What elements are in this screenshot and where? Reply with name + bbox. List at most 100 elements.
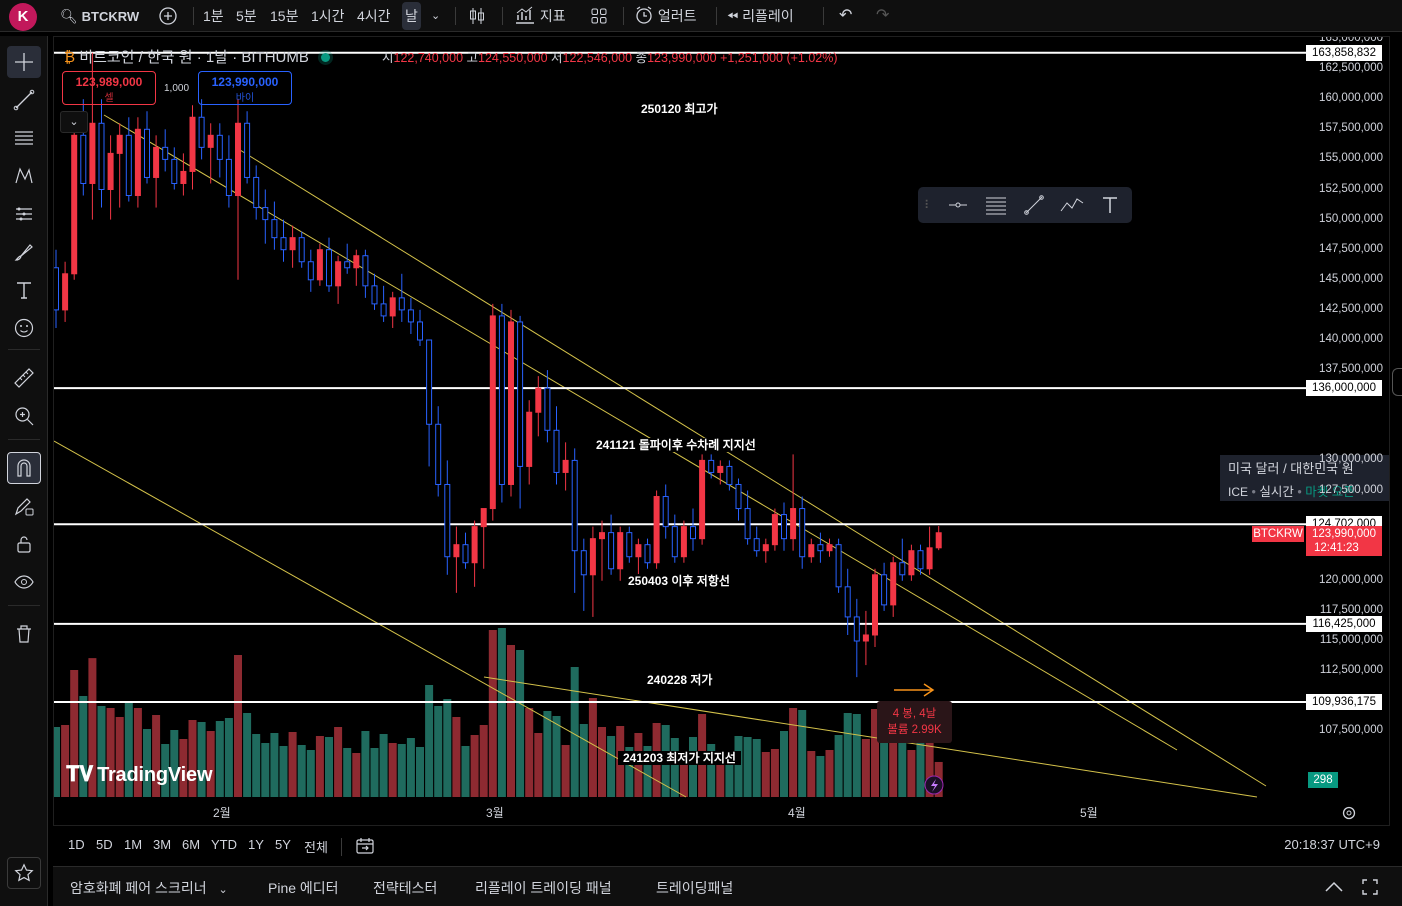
ruler-icon[interactable]: [7, 362, 41, 394]
tab-crypto-screener[interactable]: 암호화폐 페어 스크리너 ⌄: [70, 880, 228, 896]
emoji-icon[interactable]: [7, 312, 41, 344]
tab-trading-panel[interactable]: 트레이딩패널: [656, 880, 734, 896]
tab-pine-editor[interactable]: Pine 에디터: [268, 880, 339, 896]
path-tool-icon[interactable]: [1053, 190, 1091, 220]
range-1d[interactable]: 1D: [68, 837, 85, 852]
volume-bar: [625, 747, 634, 797]
volume-bar: [79, 696, 88, 797]
maximize-panel-icon[interactable]: [1361, 878, 1379, 901]
candle-body: [635, 544, 642, 558]
range-1y[interactable]: 1Y: [248, 837, 264, 852]
trash-icon[interactable]: [7, 618, 41, 650]
brush-icon[interactable]: [7, 236, 41, 268]
candle-body: [134, 128, 141, 197]
range-5d[interactable]: 5D: [96, 837, 113, 852]
range-3m[interactable]: 3M: [153, 837, 172, 852]
collapse-legend-chevron-icon[interactable]: ⌄: [60, 111, 88, 133]
price-axis[interactable]: 167,500,000165,000,000162,500,000160,000…: [1252, 37, 1389, 795]
candle-body: [935, 532, 942, 549]
timeframe-1m[interactable]: 1분: [203, 8, 224, 24]
crosshair-icon[interactable]: [7, 46, 41, 78]
volume-bar: [288, 732, 297, 797]
hline-label-lowest[interactable]: 241203 최저가 지지선: [618, 751, 741, 765]
timeframe-15m[interactable]: 15분: [270, 8, 299, 24]
redo-icon[interactable]: ↷: [876, 7, 890, 24]
fib-tool-icon[interactable]: [977, 190, 1015, 220]
text-icon[interactable]: [7, 274, 41, 306]
undo-icon[interactable]: ↶: [839, 7, 853, 24]
trend-line-icon[interactable]: [7, 84, 41, 116]
prediction-icon[interactable]: [7, 198, 41, 230]
sell-button[interactable]: 123,989,000 셀: [62, 71, 156, 105]
range-5y[interactable]: 5Y: [275, 837, 291, 852]
candle-body: [744, 508, 751, 540]
candle-body: [216, 134, 223, 160]
candle-body: [335, 261, 342, 287]
hline-label-ath[interactable]: 250120 최고가: [636, 102, 723, 116]
chart-canvas[interactable]: [54, 37, 1390, 826]
candle-body: [926, 547, 933, 570]
tab-strategy-tester[interactable]: 전략테스터: [373, 880, 438, 896]
candle-style-button[interactable]: [467, 0, 487, 32]
range-all[interactable]: 전체: [304, 840, 328, 855]
settings-gear-icon[interactable]: [1341, 805, 1357, 825]
timeframe-1d-active[interactable]: 날: [402, 2, 421, 30]
candle-body: [790, 508, 797, 540]
tab-replay-trading-panel[interactable]: 리플레이 트레이딩 패널: [475, 880, 612, 896]
timezone-clock[interactable]: 20:18:37 UTC+9: [1284, 837, 1380, 852]
candle-body: [799, 508, 806, 558]
replay-button[interactable]: ⏪︎ 리플레이: [727, 8, 794, 24]
eye-icon[interactable]: [7, 566, 41, 598]
range-6m[interactable]: 6M: [182, 837, 201, 852]
timeframe-5m[interactable]: 5분: [236, 8, 257, 24]
candle-body: [781, 514, 787, 540]
range-1m[interactable]: 1M: [124, 837, 143, 852]
user-avatar[interactable]: K: [9, 3, 37, 31]
collapse-panel-chevron-up-icon[interactable]: [1323, 879, 1345, 900]
tradingview-logo[interactable]: 𝐓𝐕 TradingView: [66, 763, 213, 786]
pattern-icon[interactable]: [7, 160, 41, 192]
drag-handle-icon[interactable]: ⠇: [924, 198, 933, 212]
candle-body: [371, 285, 378, 305]
time-label-feb: 2월: [213, 806, 231, 820]
bitcoin-icon: ₿: [64, 49, 76, 66]
hline-label-low[interactable]: 240228 저가: [642, 673, 718, 687]
volume-bar: [97, 706, 106, 797]
right-panel-toggle-handle[interactable]: [1392, 368, 1402, 396]
templates-button[interactable]: [590, 0, 608, 32]
timeframe-dropdown-chevron-icon[interactable]: ⌄: [431, 10, 441, 22]
calendar-goto-icon[interactable]: [355, 836, 375, 861]
zoom-in-icon[interactable]: [7, 400, 41, 432]
volume-bar: [234, 655, 242, 797]
volume-bar: [598, 727, 606, 797]
indicators-button[interactable]: 지표: [514, 0, 566, 32]
timeframe-4h[interactable]: 4시간: [357, 8, 391, 24]
compare-add-button[interactable]: [158, 0, 178, 32]
alert-button[interactable]: 얼러트: [634, 0, 697, 32]
buy-button[interactable]: 123,990,000 바이: [198, 71, 292, 105]
volume-bar: [88, 658, 97, 797]
horizontal-line-tool-icon[interactable]: [939, 190, 977, 220]
hline-label-resistance[interactable]: 250403 이후 저항선: [623, 574, 735, 588]
candle-body: [125, 134, 132, 197]
price-chart[interactable]: ₿ 비트코인 / 한국 원 · 1날 · BITHUMB 시122,740,00…: [53, 36, 1390, 826]
volume-bar: [488, 630, 497, 797]
volume-bar: [261, 743, 270, 797]
candle-body: [726, 465, 733, 485]
fib-retracement-icon[interactable]: [7, 122, 41, 154]
lock-icon[interactable]: [7, 528, 41, 560]
timeframe-1h[interactable]: 1시간: [311, 8, 345, 24]
hline-label-support[interactable]: 241121 돌파이후 수차례 지지선: [591, 438, 761, 452]
text-tool-icon[interactable]: [1091, 190, 1129, 220]
symbol-info-popup[interactable]: 미국 달러 / 대한민국 원 ICE • 실시간 • 마켓 오픈: [1220, 455, 1389, 501]
volume-bar: [452, 717, 461, 797]
volume-bar: [152, 715, 161, 797]
symbol-legend[interactable]: ₿ 비트코인 / 한국 원 · 1날 · BITHUMB: [64, 46, 331, 67]
magnet-icon[interactable]: [7, 452, 41, 484]
symbol-search[interactable]: 🔍︎ BTCKRW: [60, 0, 139, 32]
favorites-star-icon[interactable]: [7, 857, 41, 889]
range-ytd[interactable]: YTD: [211, 837, 237, 852]
candle-body: [253, 176, 260, 209]
trendline-tool-icon[interactable]: [1015, 190, 1053, 220]
stay-in-drawing-mode-icon[interactable]: [7, 490, 41, 522]
